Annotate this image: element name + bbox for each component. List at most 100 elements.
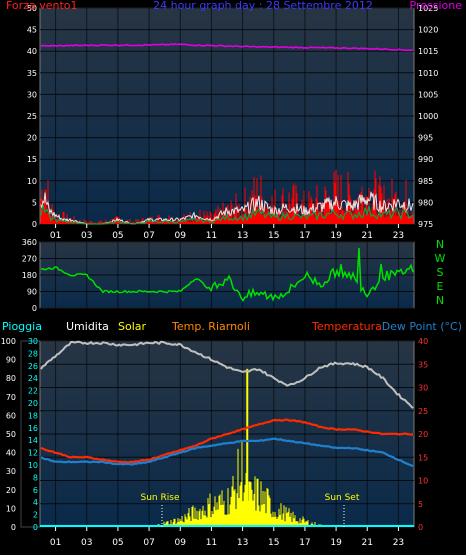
- y-tick-label: 4: [33, 498, 38, 507]
- y-tick-label: 2: [33, 511, 38, 520]
- temp-riarnoli-label: Temp. Riarnoli: [171, 320, 250, 333]
- y-tick-label: 1010: [418, 69, 438, 78]
- y-tick-label: 10: [27, 177, 37, 186]
- y-tick-label: 10: [28, 461, 38, 470]
- x-tick-label: 15: [268, 538, 279, 548]
- x-tick-label: 11: [206, 538, 217, 548]
- y-tick-label: 1025: [418, 4, 438, 13]
- x-tick-label: 19: [330, 538, 342, 548]
- wind-x-ticks: 01 03 05 07 09 11 13 15 17 19 21 23: [50, 224, 404, 241]
- y-tick-label: 6: [33, 486, 38, 495]
- y-tick-label: 15: [27, 155, 37, 164]
- y-tick-label: 20: [418, 430, 428, 439]
- sunrise-label: Sun Rise: [141, 493, 180, 503]
- y-tick-label: 12: [28, 449, 38, 458]
- x-tick-label: 01: [50, 231, 61, 241]
- wind-y-ticks: 0 5 10 15 20 25 30 35 40 45 50: [27, 4, 37, 229]
- x-tick-label: 09: [175, 538, 187, 548]
- y-tick-label: 30: [418, 384, 428, 393]
- y-tick-label: 60: [6, 411, 16, 420]
- pressure-line: [40, 43, 414, 52]
- y-tick-label: 1015: [418, 47, 438, 56]
- y-tick-label: 90: [6, 356, 16, 365]
- humidity-y-ticks: 0 10 20 30 40 50 60 70 80 90 100: [1, 337, 16, 532]
- x-tick-label: 21: [362, 231, 373, 241]
- rain-label: Pioggia: [2, 320, 42, 333]
- direction-series: [40, 247, 414, 303]
- y-tick-label: 24: [28, 374, 38, 383]
- direction-letter: N: [436, 238, 444, 251]
- y-tick-label: 975: [418, 220, 433, 229]
- temperature-y-ticks: 0 5 10 15 20 25 30 35 40: [418, 337, 428, 532]
- sun-markers: Sun Rise Sun Set: [141, 493, 360, 527]
- x-tick-label: 13: [237, 231, 248, 241]
- dewpoint-series: [40, 437, 414, 468]
- x-tick-label: 19: [330, 231, 342, 241]
- temperature-label: Temperatura: [311, 320, 382, 333]
- dewpoint-line: [40, 437, 414, 468]
- sunset-label: Sun Set: [325, 493, 360, 503]
- y-tick-label: 40: [27, 47, 37, 56]
- y-tick-label: 25: [27, 112, 37, 121]
- x-tick-label: 23: [393, 538, 404, 548]
- y-tick-label: 30: [6, 467, 16, 476]
- x-tick-label: 01: [50, 538, 61, 548]
- chart-title: 24 hour graph day : 28 Settembre 2012: [153, 0, 373, 12]
- y-tick-label: 90: [27, 288, 37, 297]
- y-tick-label: 100: [1, 337, 16, 346]
- y-tick-label: 5: [32, 198, 37, 207]
- y-tick-label: 360: [22, 238, 37, 247]
- wind-label: Forza vento1: [6, 0, 78, 12]
- direction-line: [40, 247, 414, 303]
- y-tick-label: 1000: [418, 112, 438, 121]
- y-tick-label: 270: [22, 255, 37, 264]
- y-tick-label: 30: [28, 337, 38, 346]
- direction-letter: S: [437, 266, 444, 279]
- y-tick-label: 30: [27, 90, 37, 99]
- y-tick-label: 16: [28, 424, 38, 433]
- y-tick-label: 0: [33, 523, 38, 532]
- y-tick-label: 15: [418, 453, 428, 462]
- y-tick-label: 990: [418, 155, 433, 164]
- x-tick-label: 17: [299, 231, 310, 241]
- y-tick-label: 0: [418, 523, 423, 532]
- y-tick-label: 35: [418, 360, 428, 369]
- temperature-series: [40, 418, 413, 464]
- humidity-label: Umidita: [66, 320, 109, 333]
- y-tick-label: 26: [28, 362, 38, 371]
- y-tick-label: 180: [22, 271, 37, 280]
- y-tick-label: 995: [418, 134, 433, 143]
- x-tick-label: 05: [112, 231, 123, 241]
- y-tick-label: 10: [6, 504, 16, 513]
- y-tick-label: 40: [418, 337, 428, 346]
- x-tick-label: 15: [268, 231, 279, 241]
- y-tick-label: 0: [32, 220, 37, 229]
- y-tick-label: 40: [6, 449, 16, 458]
- x-tick-label: 03: [81, 538, 92, 548]
- direction-letter: N: [436, 294, 444, 307]
- x-tick-label: 09: [175, 231, 187, 241]
- direction-letter: W: [435, 252, 446, 265]
- y-tick-label: 14: [28, 436, 38, 445]
- y-tick-label: 8: [33, 473, 38, 482]
- y-tick-label: 18: [28, 411, 38, 420]
- direction-letter: E: [437, 280, 444, 293]
- x-tick-label: 03: [81, 231, 92, 241]
- y-tick-label: 980: [418, 198, 433, 207]
- y-tick-label: 80: [6, 374, 16, 383]
- y-tick-label: 50: [6, 430, 16, 439]
- wind-min-line: [40, 203, 414, 225]
- pressure-y-ticks: 975 980 985 990 995 1000 1005 1010 1015 1020 1025: [418, 4, 438, 229]
- y-tick-label: 25: [418, 407, 428, 416]
- y-tick-label: 50: [27, 4, 37, 13]
- direction-y-ticks: 0 90 180 270 360: [22, 238, 37, 313]
- x-tick-label: 07: [143, 231, 154, 241]
- wind-series: [40, 169, 414, 225]
- x-tick-label: 13: [237, 538, 248, 548]
- y-tick-label: 20: [27, 134, 37, 143]
- y-tick-label: 0: [32, 304, 37, 313]
- y-tick-label: 28: [28, 349, 38, 358]
